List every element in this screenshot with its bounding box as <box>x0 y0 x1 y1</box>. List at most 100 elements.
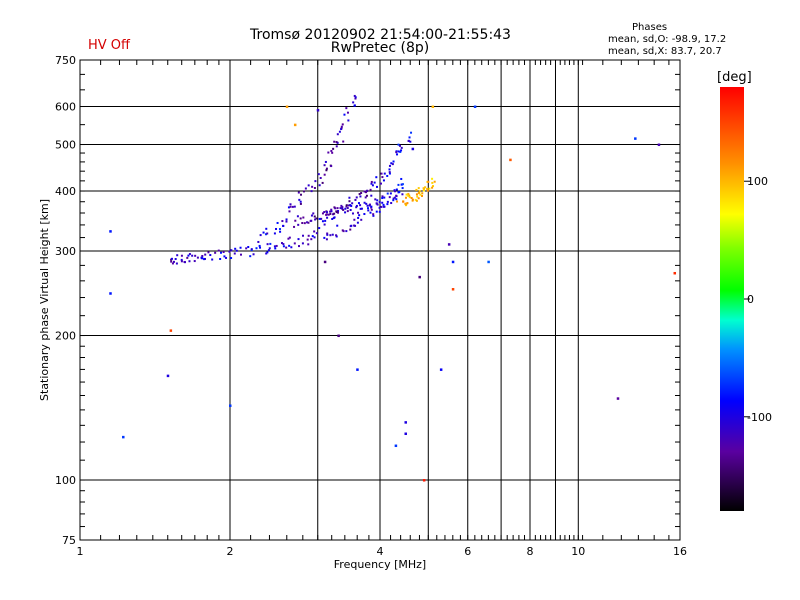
echo-trace-point <box>383 196 386 199</box>
echo-trace-point <box>183 260 186 263</box>
echo-trace-point <box>388 164 391 167</box>
echo-trace-point <box>314 218 317 221</box>
echo-trace-point <box>432 185 435 188</box>
echo-point <box>473 105 477 109</box>
echo-point <box>356 368 359 371</box>
echo-trace-point <box>350 205 353 208</box>
echo-trace-point <box>289 203 292 206</box>
echo-trace-point <box>281 220 284 223</box>
echo-trace-point <box>188 260 191 263</box>
echo-trace-point <box>235 249 238 252</box>
echo-trace-point <box>327 213 330 216</box>
echo-trace-point <box>186 256 189 259</box>
echo-point <box>487 260 490 264</box>
echo-point <box>509 158 512 162</box>
echo-trace-point <box>257 240 260 243</box>
echo-trace-point <box>381 176 384 179</box>
echo-trace-point <box>392 160 395 163</box>
echo-point <box>616 397 620 400</box>
echo-trace-point <box>345 107 348 110</box>
echo-trace-point <box>408 196 411 199</box>
echo-trace-point <box>348 196 351 199</box>
echo-trace-point <box>408 136 411 139</box>
echo-trace-point <box>180 260 183 263</box>
y-tick-label: 600 <box>55 101 76 114</box>
echo-trace-point <box>265 252 268 255</box>
echo-point <box>431 105 435 109</box>
echo-trace-point <box>341 229 344 232</box>
echo-trace-point <box>416 195 419 198</box>
y-axis-ticks: 75 100 200 300 400 500 600 750 <box>55 54 680 547</box>
echo-trace-point <box>424 186 427 189</box>
phases-x-mode: mean, sd,X: 83.7, 20.7 <box>608 46 722 57</box>
echo-trace-point <box>355 204 358 207</box>
echo-trace-point <box>294 219 297 222</box>
echo-trace-point <box>397 143 400 146</box>
echo-point <box>109 230 112 233</box>
echo-trace-point <box>250 248 253 251</box>
echo-trace-point <box>170 257 173 260</box>
echo-trace-point <box>366 204 369 207</box>
echo-trace-point <box>388 172 391 175</box>
echo-trace-point <box>285 218 288 221</box>
echo-trace-point <box>417 187 420 190</box>
echo-trace-point <box>388 171 391 174</box>
echo-trace-point <box>310 190 313 193</box>
echo-trace-point <box>302 234 305 237</box>
echo-point <box>451 260 455 264</box>
echo-trace-point <box>313 236 316 239</box>
echo-trace-point <box>288 236 291 239</box>
echo-trace-point <box>390 202 393 205</box>
echo-trace-point <box>234 247 237 250</box>
echo-trace-point <box>373 181 376 184</box>
echo-trace-point <box>364 191 367 194</box>
echo-trace-point <box>351 202 354 205</box>
echo-point <box>411 147 415 151</box>
echo-trace-point <box>279 230 282 233</box>
echo-trace-point <box>329 212 332 215</box>
echo-trace-point <box>335 141 338 144</box>
echo-trace-point <box>389 192 392 195</box>
echo-trace-point <box>381 195 384 198</box>
echo-trace-point <box>332 213 335 216</box>
echo-trace-point <box>347 119 350 122</box>
echo-trace-point <box>297 223 300 226</box>
echo-trace-point <box>323 236 326 239</box>
echo-trace-point <box>353 218 356 221</box>
echo-trace-point <box>219 257 222 260</box>
echo-trace-point <box>397 183 400 186</box>
echo-trace-point <box>266 243 269 246</box>
echo-trace-point <box>297 238 300 241</box>
echo-trace-point <box>421 194 424 197</box>
y-tick-label: 400 <box>55 185 76 198</box>
echo-trace-point <box>193 260 196 263</box>
echo-trace-point <box>348 200 351 203</box>
echo-trace-point <box>375 176 378 179</box>
echo-trace-point <box>367 209 370 212</box>
echo-trace-point <box>335 145 338 148</box>
echo-trace-point <box>411 198 414 201</box>
echo-trace-point <box>313 186 316 189</box>
echo-trace-point <box>410 131 413 134</box>
echo-trace-point <box>401 193 404 196</box>
echo-point <box>418 275 421 279</box>
colorbar-unit: [deg] <box>717 70 752 85</box>
echo-trace-point <box>239 246 242 249</box>
echo-trace-point <box>223 255 226 258</box>
echo-trace-point <box>273 245 276 248</box>
echo-trace-point <box>354 96 357 99</box>
echo-trace-point <box>353 94 356 97</box>
echo-trace-point <box>378 206 381 209</box>
echo-trace-point <box>357 202 360 205</box>
echo-trace-point <box>391 163 394 166</box>
echo-trace-point <box>375 202 378 205</box>
echo-trace-point <box>340 204 343 207</box>
echo-trace-point <box>335 235 338 238</box>
y-tick-label: 200 <box>55 330 76 343</box>
echo-trace-point <box>204 253 207 256</box>
echo-trace-point <box>321 220 324 223</box>
echo-trace-point <box>318 217 321 220</box>
echo-trace-point <box>397 150 400 153</box>
echo-trace-point <box>431 186 434 189</box>
echo-trace-point <box>356 221 359 224</box>
